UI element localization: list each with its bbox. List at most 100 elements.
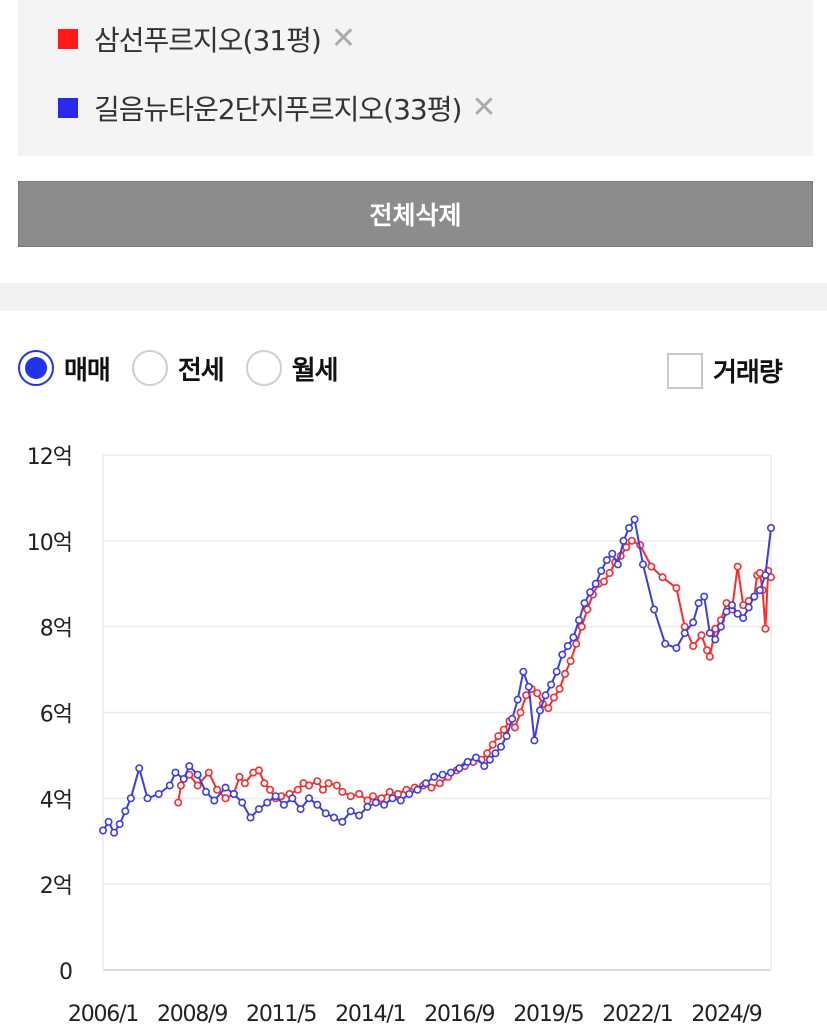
delete-all-button[interactable]: 전체삭제 — [18, 181, 813, 247]
data-point — [689, 618, 698, 627]
data-point — [332, 781, 341, 790]
data-point — [650, 605, 659, 614]
y-tick-label: 4억 — [40, 788, 72, 813]
data-point — [346, 792, 355, 801]
data-point — [733, 609, 742, 618]
x-tick-label: 2008/9 — [157, 1002, 227, 1027]
data-point — [549, 693, 558, 702]
radio-sale[interactable]: 매매 — [18, 350, 111, 387]
data-point — [126, 794, 135, 803]
data-point — [210, 796, 219, 805]
data-point — [722, 607, 731, 616]
selected-item-1: 삼선푸르지오(31평) ✕ — [58, 19, 356, 59]
data-point — [329, 813, 338, 822]
data-point — [213, 785, 222, 794]
data-point — [569, 633, 578, 642]
data-point — [480, 762, 489, 771]
data-point — [547, 680, 556, 689]
radio-jeonse[interactable]: 전세 — [131, 350, 225, 387]
data-point — [368, 792, 377, 801]
data-point — [176, 781, 185, 790]
data-point — [672, 644, 681, 653]
data-point — [572, 639, 581, 648]
y-tick-label: 12억 — [27, 445, 72, 470]
data-point — [519, 667, 528, 676]
y-tick-label: 0 — [59, 960, 72, 985]
radio-label: 매매 — [64, 355, 111, 386]
radio-circle-icon[interactable] — [245, 350, 282, 386]
data-point — [455, 764, 464, 773]
data-point — [733, 562, 742, 571]
data-point — [296, 805, 305, 814]
data-point — [185, 762, 194, 771]
radio-circle-icon[interactable] — [131, 350, 168, 386]
data-point — [716, 622, 725, 631]
data-point — [435, 779, 444, 788]
data-point — [179, 774, 188, 783]
data-point — [385, 787, 394, 796]
data-point — [202, 787, 211, 796]
trade-type-radio-group: 매매 전세 월세 — [18, 346, 360, 390]
data-point — [271, 792, 280, 801]
selected-item-label: 삼선푸르지오(31평) — [94, 24, 322, 57]
data-point — [483, 749, 492, 758]
data-point — [115, 820, 124, 829]
data-point — [338, 817, 347, 826]
data-point — [265, 785, 274, 794]
data-point — [318, 785, 327, 794]
data-point — [647, 562, 656, 571]
data-point — [491, 749, 500, 758]
data-point — [221, 783, 230, 792]
data-point — [288, 794, 297, 803]
data-point — [638, 560, 647, 569]
data-point — [619, 536, 628, 545]
volume-checkbox[interactable] — [667, 352, 703, 389]
data-point — [766, 524, 775, 533]
selected-item-label: 길음뉴타운2단지푸르지오(33평) — [94, 93, 462, 126]
data-point — [702, 646, 711, 655]
radio-circle-icon[interactable] — [18, 350, 54, 386]
data-point — [99, 826, 108, 835]
data-point — [680, 629, 689, 638]
data-point — [488, 740, 497, 749]
data-point — [238, 798, 247, 807]
data-point — [254, 805, 263, 814]
volume-toggle[interactable]: 거래량 — [667, 352, 783, 389]
data-point — [279, 800, 288, 809]
x-tick-label: 2006/1 — [68, 1002, 138, 1027]
data-point — [552, 667, 561, 676]
section-divider — [0, 283, 827, 311]
data-point — [246, 813, 255, 822]
data-point — [388, 794, 397, 803]
data-point — [627, 536, 636, 545]
data-point — [229, 789, 238, 798]
data-point — [313, 800, 322, 809]
data-point — [321, 809, 330, 818]
data-point — [499, 725, 508, 734]
radio-monthly-rent[interactable]: 월세 — [245, 350, 339, 387]
remove-icon[interactable]: ✕ — [330, 21, 356, 56]
data-point — [135, 764, 144, 773]
data-point — [755, 586, 764, 595]
data-point — [430, 772, 439, 781]
radio-label: 전세 — [177, 355, 225, 386]
x-tick-label: 2016/9 — [424, 1002, 494, 1027]
data-point — [613, 560, 622, 569]
data-point — [761, 571, 770, 580]
price-chart: 0 2억 4억 6억 8억 10억 12억 2006/1 2008/9 2011/5 2014/1 2… — [27, 445, 775, 1027]
radio-label: 월세 — [291, 355, 339, 386]
data-point — [260, 779, 269, 788]
data-point — [533, 689, 542, 698]
data-point — [658, 573, 667, 582]
remove-icon[interactable]: ✕ — [471, 90, 496, 125]
data-point — [346, 807, 355, 816]
data-point — [727, 601, 736, 610]
data-point — [599, 577, 608, 586]
x-tick-label: 2011/5 — [246, 1002, 316, 1027]
data-point — [313, 777, 322, 786]
data-point — [393, 789, 402, 798]
data-point — [240, 779, 249, 788]
data-point — [427, 783, 436, 792]
data-point — [304, 794, 313, 803]
data-point — [608, 549, 617, 558]
